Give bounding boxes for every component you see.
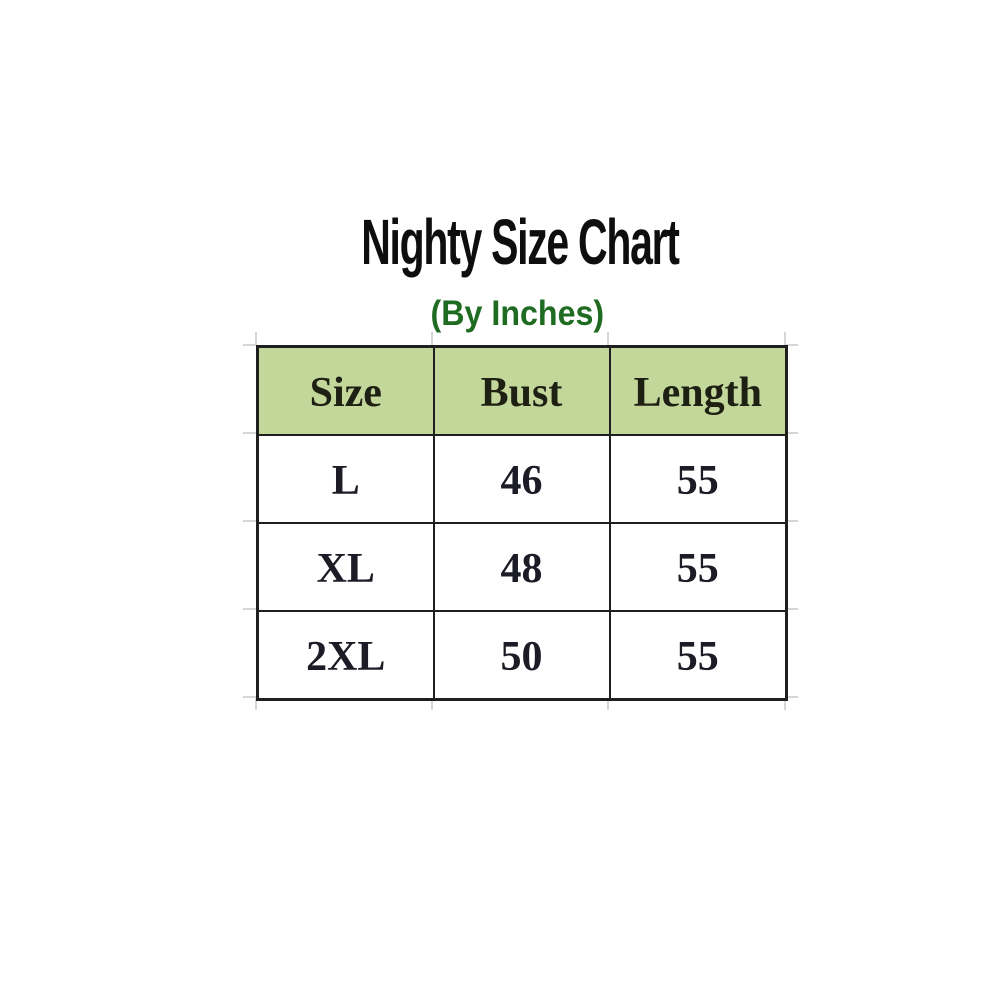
gridline-tick	[785, 432, 798, 434]
cell-bust: 48	[432, 522, 611, 612]
gridline-tick	[255, 332, 257, 345]
size-chart-table: Size Bust Length L 46 55 XL 48 55 2XL 50…	[256, 345, 788, 701]
gridline-tick	[431, 697, 433, 710]
table-row-l: L 46 55	[256, 434, 788, 524]
gridline-tick	[243, 608, 256, 610]
cell-size: XL	[256, 522, 435, 612]
cell-size: 2XL	[256, 610, 435, 701]
page-title-text: Nighty Size Chart	[361, 206, 680, 278]
cell-size: L	[256, 434, 435, 524]
table-row-2xl: 2XL 50 55	[256, 610, 788, 701]
gridline-tick	[607, 697, 609, 710]
gridline-tick	[785, 696, 798, 698]
table-row-xl: XL 48 55	[256, 522, 788, 612]
column-header-bust: Bust	[432, 345, 611, 436]
table-header-row: Size Bust Length	[256, 345, 788, 436]
gridline-tick	[785, 344, 798, 346]
cell-bust: 50	[432, 610, 611, 701]
page-subtitle-text: (By Inches)	[430, 294, 604, 333]
cell-bust: 46	[432, 434, 611, 524]
gridline-tick	[431, 332, 433, 345]
gridline-tick	[784, 332, 786, 345]
gridline-tick	[243, 520, 256, 522]
gridline-tick	[243, 432, 256, 434]
gridline-tick	[785, 608, 798, 610]
cell-length: 55	[608, 522, 788, 612]
gridline-tick	[243, 696, 256, 698]
gridline-tick	[784, 697, 786, 710]
column-header-size: Size	[256, 345, 435, 436]
page-subtitle: (By Inches)	[0, 296, 1000, 331]
page-title: Nighty Size Chart	[0, 210, 1000, 274]
gridline-tick	[607, 332, 609, 345]
gridline-tick	[785, 520, 798, 522]
gridline-tick	[255, 697, 257, 710]
cell-length: 55	[608, 434, 788, 524]
gridline-tick	[243, 344, 256, 346]
cell-length: 55	[608, 610, 788, 701]
column-header-length: Length	[608, 345, 788, 436]
